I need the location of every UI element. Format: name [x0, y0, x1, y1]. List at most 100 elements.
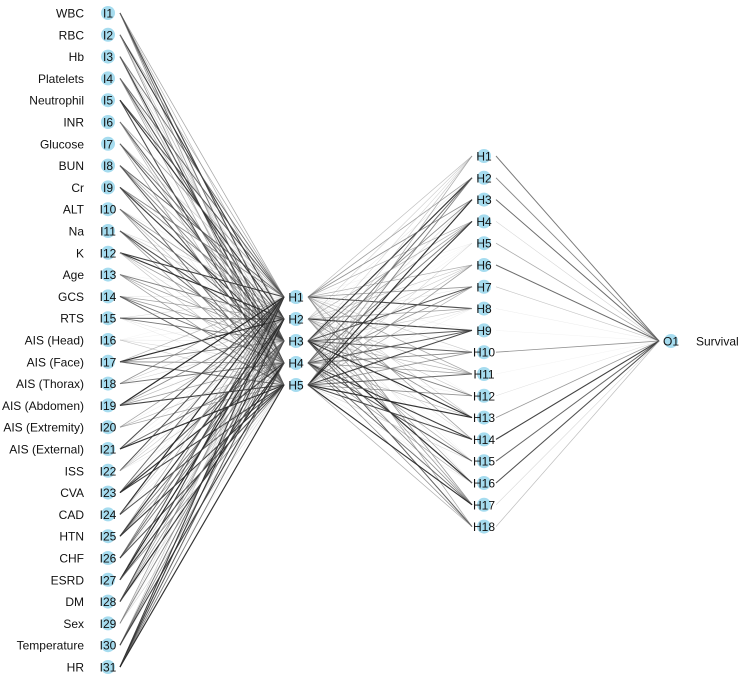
edge-h1-5-h2-18 [307, 384, 473, 527]
hidden2-node-15-label: H15 [473, 455, 495, 469]
edge-h2-6-o1 [495, 264, 660, 342]
input-node-13-label: I13 [100, 268, 117, 282]
input-node-28-label: I28 [100, 595, 117, 609]
input-node-31-circle [101, 660, 115, 674]
input-node-20-label: I20 [100, 421, 117, 435]
hidden1-node-1-label: H1 [288, 291, 304, 305]
edge-i1-h1-1 [119, 12, 285, 298]
input-node-8-circle [101, 158, 115, 173]
input-node-22: I22 [100, 463, 117, 478]
edge-i29-h1-1 [119, 296, 285, 624]
hidden1-node-3-label: H3 [288, 335, 304, 349]
input-node-23: I23 [100, 485, 117, 500]
input-node-25: I25 [100, 529, 117, 544]
input-node-27: I27 [100, 572, 117, 587]
edge-h1-5-h2-11 [307, 373, 473, 386]
edge-h1-5-h2-14 [307, 384, 473, 440]
edge-h1-5-h2-17 [307, 384, 473, 506]
connection-edges [119, 12, 660, 668]
edge-i14-h1-1 [119, 296, 285, 298]
input-node-20-circle [101, 420, 115, 435]
input-node-18-label: I18 [100, 377, 117, 391]
edge-h1-5-h2-13 [307, 384, 473, 419]
hidden2-node-12-circle [477, 388, 491, 403]
edge-h1-5-h2-5 [307, 242, 473, 386]
input-node-7: I7 [101, 136, 115, 151]
input-node-11-label: I11 [100, 225, 116, 239]
hidden2-node-14-label: H14 [473, 433, 495, 447]
hidden1-node-4-circle [289, 356, 303, 370]
input-node-25-circle [101, 529, 115, 544]
input-node-21: I21 [100, 442, 117, 457]
input-node-24-label: I24 [100, 508, 117, 522]
input-node-29: I29 [100, 616, 117, 631]
edge-h2-3-o1 [495, 199, 660, 342]
input-node-11-circle [101, 224, 115, 238]
hidden2-node-4-label: H4 [476, 215, 492, 229]
input-node-23-label: I23 [100, 486, 117, 500]
edge-i3-h1-1 [119, 56, 285, 298]
input-node-2: I2 [101, 27, 115, 42]
output-variable-label: Survival [696, 335, 739, 349]
input-node-27-circle [101, 572, 115, 587]
edge-i20-h1-1 [119, 296, 285, 428]
input-variable-label: Platelets [38, 72, 84, 86]
input-node-1: I1 [101, 6, 115, 21]
hidden2-node-5: H5 [476, 236, 492, 251]
edge-h1-5-h2-8 [307, 308, 473, 386]
input-node-17-label: I17 [100, 355, 117, 369]
edge-i24-h1-1 [119, 296, 285, 515]
input-node-5-label: I5 [103, 94, 113, 108]
hidden2-node-13-label: H13 [473, 411, 495, 425]
input-node-11: I11 [100, 224, 116, 239]
hidden2-node-1-circle [477, 149, 491, 163]
edge-i17-h1-1 [119, 296, 285, 363]
input-node-7-label: I7 [103, 137, 113, 151]
input-variable-label: RTS [60, 312, 84, 326]
hidden2-node-4: H4 [476, 214, 492, 229]
input-variable-label: HR [67, 661, 85, 675]
input-variable-label: INR [63, 116, 84, 130]
hidden2-node-6-label: H6 [476, 259, 492, 273]
input-node-28: I28 [100, 594, 117, 609]
edge-i16-h1-1 [119, 296, 285, 341]
input-node-7-circle [101, 136, 115, 151]
input-node-1-circle [101, 6, 115, 20]
hidden2-node-9-label: H9 [476, 324, 492, 338]
input-node-2-label: I2 [103, 28, 113, 42]
input-node-29-circle [101, 616, 115, 631]
input-node-10: I10 [100, 202, 117, 217]
input-variable-label: AIS (Abdomen) [2, 399, 84, 413]
hidden2-node-12-label: H12 [473, 389, 495, 403]
input-variable-label: ALT [63, 203, 85, 217]
hidden2-node-18: H18 [473, 519, 495, 534]
edge-h2-17-o1 [495, 340, 660, 505]
input-node-22-circle [101, 463, 115, 478]
output-node-1-label: O1 [663, 335, 679, 349]
input-node-8: I8 [101, 158, 115, 173]
edge-i10-h1-1 [119, 209, 285, 298]
input-node-29-label: I29 [100, 617, 117, 631]
edge-h1-2-h2-1 [307, 155, 473, 320]
edge-i26-h1-1 [119, 296, 285, 559]
input-variable-label: Na [69, 225, 85, 239]
hidden2-node-9: H9 [476, 323, 492, 338]
input-variable-label: Neutrophil [29, 94, 84, 108]
edge-h2-11-o1 [495, 340, 660, 375]
edge-h1-3-h2-1 [307, 155, 473, 342]
input-node-31: I31 [100, 660, 117, 675]
edge-h1-5-h2-1 [307, 155, 473, 386]
input-node-24-circle [101, 507, 115, 522]
input-node-12-label: I12 [100, 246, 117, 260]
edge-h1-5-h2-4 [307, 220, 473, 386]
hidden2-node-8-circle [477, 301, 491, 316]
input-node-9-label: I9 [103, 181, 113, 195]
input-variable-label: CAD [59, 508, 85, 522]
input-node-17: I17 [100, 354, 117, 369]
edge-h1-5-h2-3 [307, 199, 473, 386]
input-variable-label: Hb [69, 50, 85, 64]
input-node-3-label: I3 [103, 50, 113, 64]
edge-h2-5-o1 [495, 242, 660, 342]
hidden2-node-16-circle [477, 476, 491, 490]
edge-i4-h1-1 [119, 78, 285, 298]
